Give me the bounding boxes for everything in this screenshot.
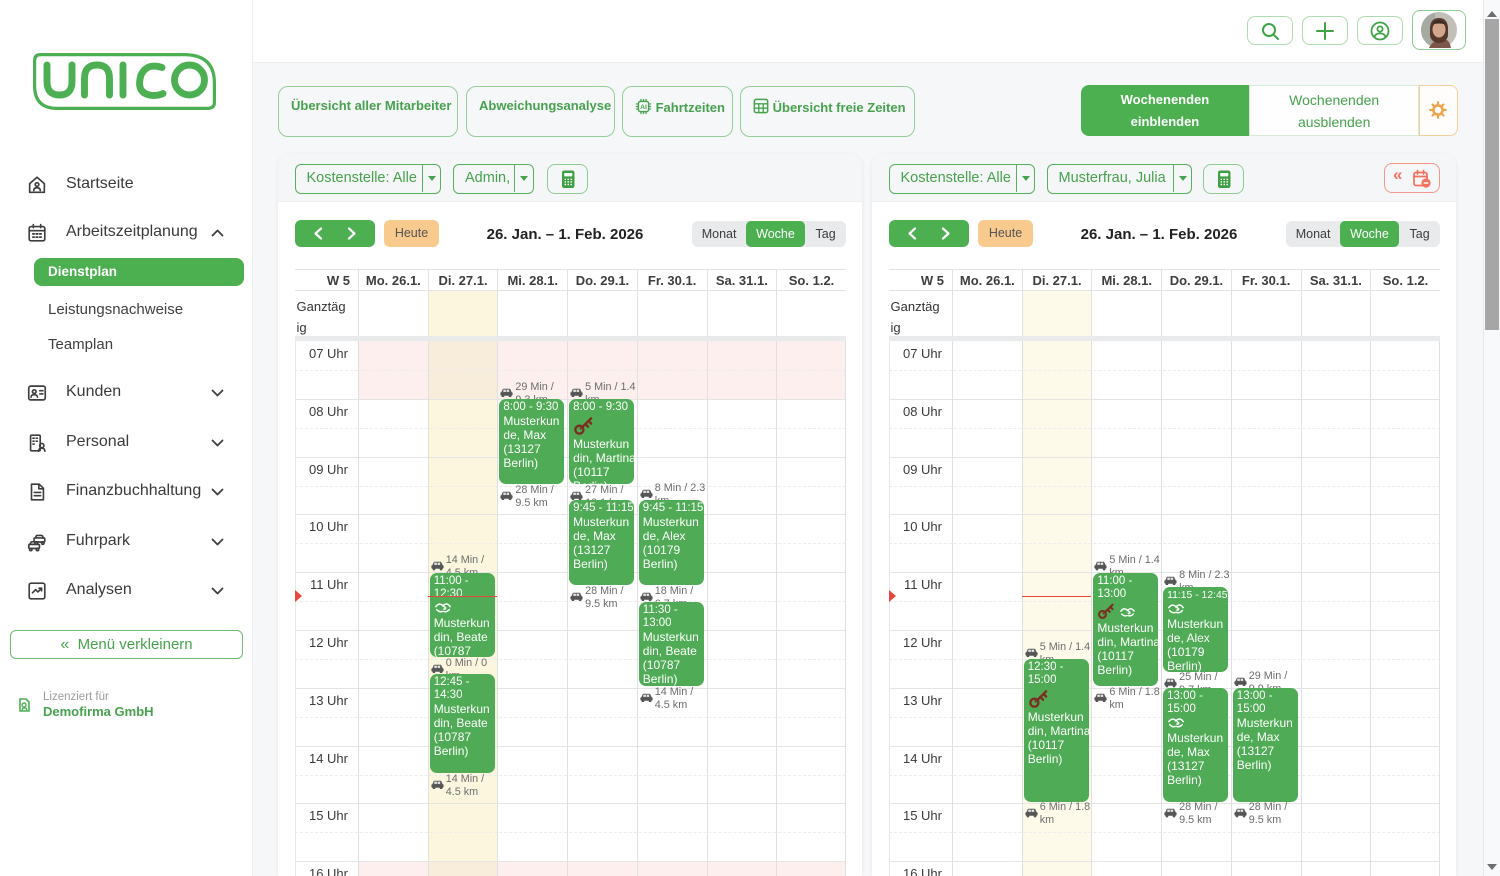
svg-text:AI: AI — [640, 104, 647, 111]
